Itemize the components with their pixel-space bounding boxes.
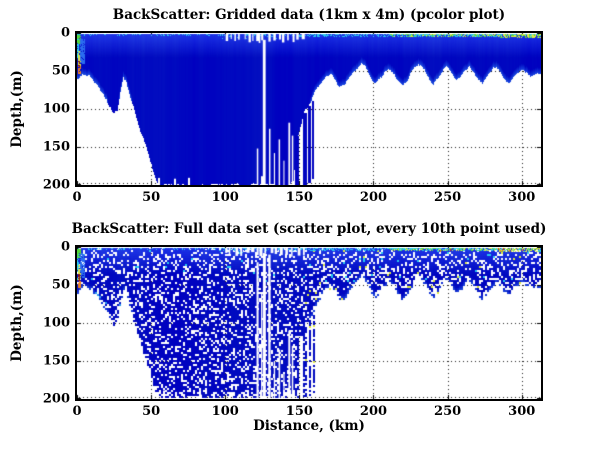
x-tick-label: 150 [285,404,313,419]
y-tick-label: 50 [51,63,70,79]
y-tick-label: 150 [42,353,70,369]
plot-title-top: BackScatter: Gridded data (1km x 4m) (pc… [112,7,506,23]
x-axis-label: Distance, (km) [253,418,365,434]
x-tick-label: 100 [211,190,239,205]
plot-title-bottom: BackScatter: Full data set (scatter plot… [71,221,547,237]
y-tick-label: 150 [42,139,70,155]
x-tick-label: 200 [359,190,388,205]
x-tick-label: 0 [72,404,82,419]
x-tick-label: 250 [434,404,462,419]
y-tick-label: 50 [51,277,70,293]
y-axis-label-bottom: Depth,(m) [9,284,25,362]
scatter-plot-canvas [77,247,541,399]
x-tick-label: 200 [359,404,388,419]
y-tick-label: 0 [60,239,70,255]
y-tick-label: 100 [42,315,70,331]
pcolor-plot-area [75,31,543,187]
x-tick-label: 100 [211,404,239,419]
pcolor-plot-canvas [77,33,541,185]
x-tick-label: 250 [434,190,462,205]
x-tick-label: 50 [142,190,161,205]
y-tick-label: 100 [42,101,70,117]
x-tick-label: 0 [72,190,82,205]
x-tick-label: 300 [508,404,536,419]
y-tick-label: 200 [42,391,70,407]
y-axis-label-top: Depth,(m) [9,70,25,148]
y-tick-label: 200 [42,177,70,193]
x-tick-label: 300 [508,190,536,205]
y-tick-label: 0 [60,25,70,41]
scatter-plot-area [75,245,543,401]
x-tick-label: 150 [285,190,313,205]
x-tick-label: 50 [142,404,161,419]
